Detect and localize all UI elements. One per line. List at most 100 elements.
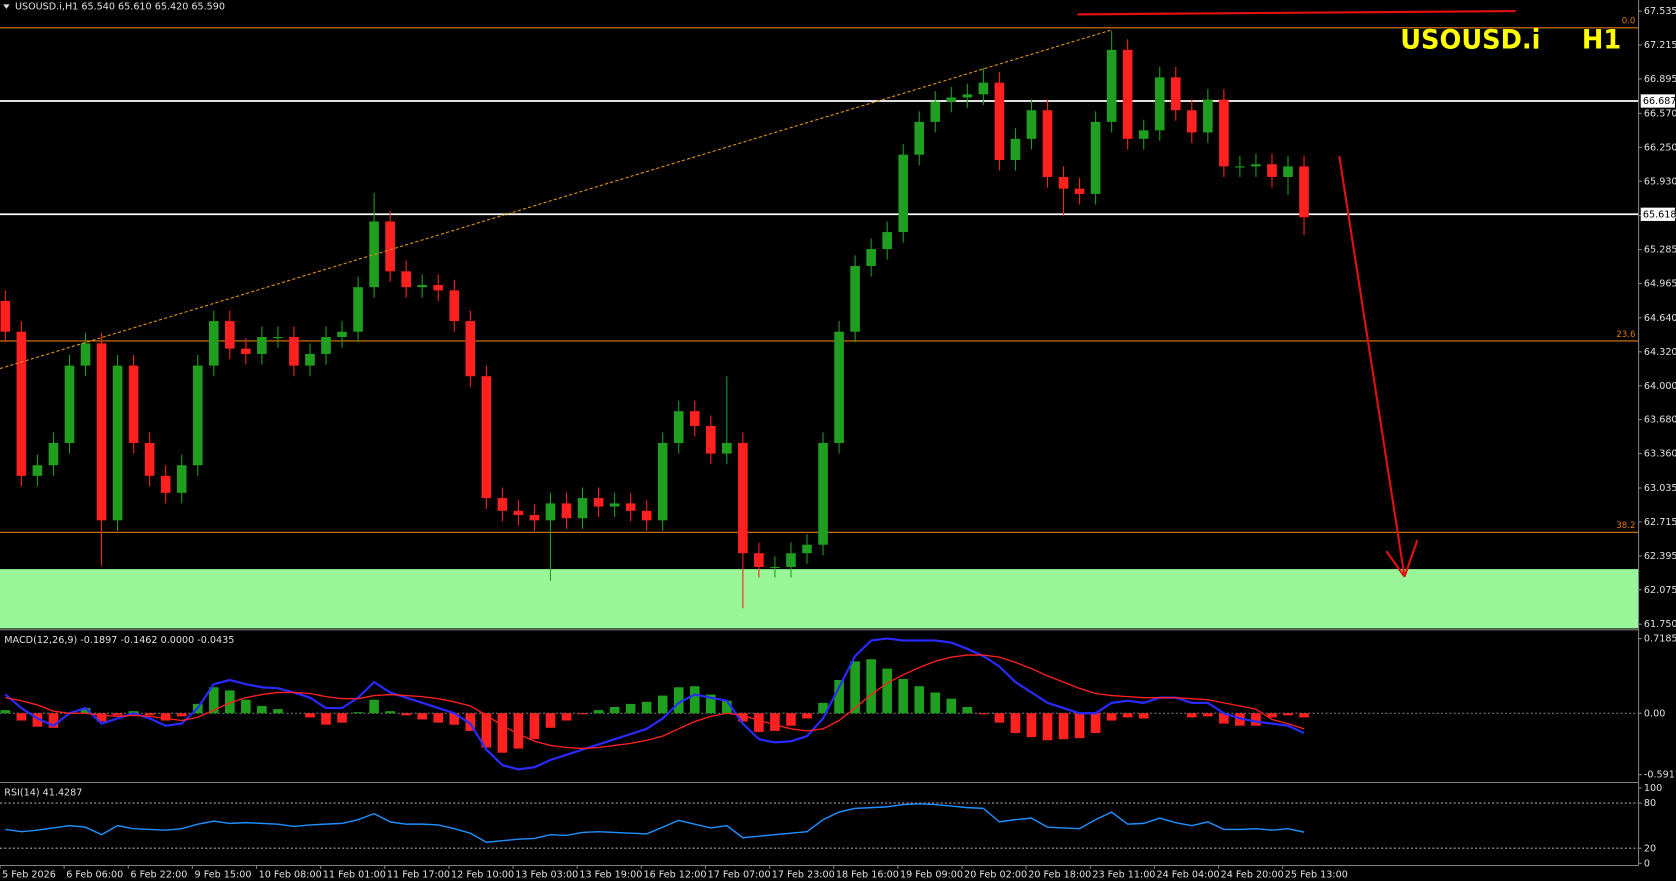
candle-body <box>1283 166 1293 177</box>
y-tick-label: 66.895 <box>1644 74 1676 85</box>
macd-histogram-bar <box>593 710 604 714</box>
x-tick-label: 23 Feb 11:00 <box>1092 869 1155 880</box>
fib-label: 0.0 <box>1622 17 1636 27</box>
macd-histogram-bar <box>257 705 267 714</box>
x-tick-label: 25 Feb 13:00 <box>1285 869 1348 880</box>
macd-histogram-bar <box>1106 713 1117 721</box>
macd-histogram-bar <box>1267 713 1277 718</box>
macd-histogram-bar <box>914 686 925 714</box>
x-tick-label: 16 Feb 12:00 <box>643 869 706 880</box>
candle-body <box>385 221 395 272</box>
y-tick-label: 63.035 <box>1644 483 1676 494</box>
candle-body <box>401 271 411 288</box>
macd-histogram-bar <box>962 707 973 714</box>
macd-histogram-bar <box>16 713 27 721</box>
candle-body <box>561 503 572 519</box>
candle-body <box>433 285 444 291</box>
arrow-head <box>1385 550 1406 578</box>
macd-histogram-bar <box>1026 713 1037 738</box>
macd-histogram-bar <box>978 713 989 715</box>
candle-body <box>112 365 123 521</box>
macd-histogram-bar <box>273 709 283 714</box>
candle-body <box>529 515 540 521</box>
price-level-label: 66.687 <box>1643 96 1676 107</box>
x-tick-label: 13 Feb 03:00 <box>515 869 578 880</box>
y-tick-label: 67.215 <box>1644 40 1676 51</box>
candle-body <box>577 498 588 519</box>
macd-histogram-bar <box>882 668 892 714</box>
candle-body <box>257 337 267 354</box>
candle-body <box>994 82 1005 161</box>
macd-histogram-bar <box>609 707 620 714</box>
candle-body <box>1042 110 1053 177</box>
candle-body <box>914 121 925 155</box>
candle-body <box>1251 164 1261 167</box>
candle-body <box>1138 130 1149 139</box>
candle-body <box>1203 99 1213 133</box>
y-tick-label: 65.930 <box>1644 176 1676 187</box>
y-tick-label: 62.715 <box>1644 517 1676 528</box>
x-tick-label: 19 Feb 09:00 <box>900 869 963 880</box>
candle-body <box>1010 138 1021 161</box>
y-tick-label: -0.5917 <box>1644 770 1676 781</box>
macd-histogram-bar <box>898 678 909 714</box>
candle-body <box>465 321 476 377</box>
candle-body <box>609 503 620 507</box>
candle-body <box>1058 176 1069 189</box>
macd-histogram-bar <box>417 713 428 720</box>
candle-body <box>641 510 652 521</box>
candle-body <box>738 442 748 554</box>
x-tick-label: 17 Feb 23:00 <box>772 869 835 880</box>
candle-body <box>1090 121 1101 194</box>
macd-histogram-bar <box>1042 713 1053 741</box>
y-tick-label: 0.7185 <box>1644 634 1676 645</box>
candle-body <box>289 337 299 366</box>
macd-histogram-bar <box>48 713 59 728</box>
candle-body <box>882 232 892 250</box>
macd-histogram-bar <box>625 703 636 714</box>
y-tick-label: 62.075 <box>1644 585 1676 596</box>
macd-histogram-bar <box>1122 713 1133 718</box>
macd-histogram-bar <box>1219 713 1229 724</box>
candle-body <box>1026 110 1037 139</box>
macd-histogram-bar <box>705 694 716 714</box>
menu-icon <box>3 4 10 9</box>
y-tick-label: 64.000 <box>1644 381 1676 392</box>
x-tick-label: 12 Feb 10:00 <box>451 869 514 880</box>
macd-histogram-bar <box>369 699 379 714</box>
candle-body <box>689 411 700 427</box>
x-tick-label: 18 Feb 16:00 <box>836 869 899 880</box>
macd-histogram-bar <box>1283 713 1293 716</box>
y-tick-label: 67.535 <box>1644 6 1676 17</box>
macd-histogram-bar <box>641 701 652 714</box>
macd-histogram-bar <box>481 713 492 748</box>
candle-body <box>1122 49 1133 139</box>
x-tick-label: 13 Feb 19:00 <box>579 869 642 880</box>
candle-body <box>224 321 235 349</box>
candle-body <box>545 503 556 521</box>
y-tick-label: 65.285 <box>1644 244 1676 255</box>
arrow-shaft <box>1338 155 1406 577</box>
macd-label: MACD(12,26,9) -0.1897 -0.1462 0.0000 -0.… <box>4 635 234 646</box>
macd-histogram-bar <box>850 661 860 714</box>
fib-label: 23.6 <box>1616 330 1635 340</box>
candle-body <box>657 442 668 521</box>
candle-body <box>754 553 764 567</box>
candle-body <box>369 221 379 288</box>
macd-histogram-bar <box>224 690 235 714</box>
macd-histogram-bar <box>834 680 844 714</box>
candle-body <box>321 337 331 354</box>
candle-body <box>802 544 812 554</box>
macd-histogram-bar <box>786 713 796 726</box>
candle-body <box>48 442 59 466</box>
candle-body <box>353 287 363 332</box>
candle-body <box>273 337 283 339</box>
x-tick-label: 24 Feb 04:00 <box>1157 869 1220 880</box>
y-tick-label: 64.965 <box>1644 278 1676 289</box>
symbol-label: USOUSD.i <box>1400 25 1540 56</box>
macd-histogram-bar <box>545 713 556 728</box>
candle-body <box>208 321 219 366</box>
candle-body <box>32 465 43 476</box>
x-tick-label: 10 Feb 08:00 <box>259 869 322 880</box>
